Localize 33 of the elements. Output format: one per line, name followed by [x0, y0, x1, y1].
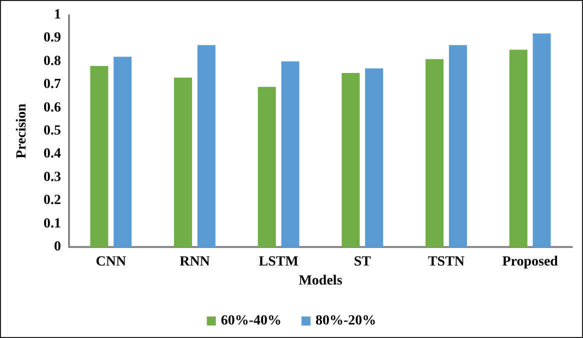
bar [532, 34, 551, 247]
y-tick-label: 0.6 [44, 100, 61, 116]
x-tick-label: TSTN [428, 254, 465, 270]
x-tick-label: Proposed [502, 254, 558, 270]
bar [365, 68, 384, 247]
y-tick-label: 0.4 [44, 146, 61, 162]
x-tick-label: LSTM [258, 254, 298, 270]
bar [114, 56, 132, 247]
y-tick-label: 0.8 [44, 54, 61, 69]
legend-label: 80%-20% [316, 314, 376, 328]
y-tick-label: 1 [54, 8, 61, 22]
bar [197, 45, 216, 247]
bar [426, 59, 444, 247]
y-axis-title: Precision [14, 103, 30, 158]
x-tick-label: ST [354, 254, 372, 270]
x-tick-label: CNN [96, 254, 126, 270]
y-tick-label: 0.5 [44, 124, 61, 138]
y-tick-label: 0 [54, 240, 61, 254]
legend-label: 60%-40% [220, 314, 282, 328]
x-axis-title: Models [298, 273, 343, 288]
bar [174, 78, 192, 247]
bar [281, 61, 300, 247]
y-tick-label: 0.2 [44, 193, 61, 208]
y-tick-label: 0.3 [44, 170, 61, 185]
bar [509, 50, 528, 247]
bar [342, 73, 360, 247]
x-tick-label: RNN [180, 254, 210, 270]
bar [448, 45, 467, 247]
bar [258, 86, 276, 247]
y-tick-label: 0.9 [44, 30, 61, 46]
bar [90, 66, 108, 247]
y-tick-label: 0.1 [44, 216, 61, 232]
y-tick-label: 0.7 [44, 77, 61, 92]
